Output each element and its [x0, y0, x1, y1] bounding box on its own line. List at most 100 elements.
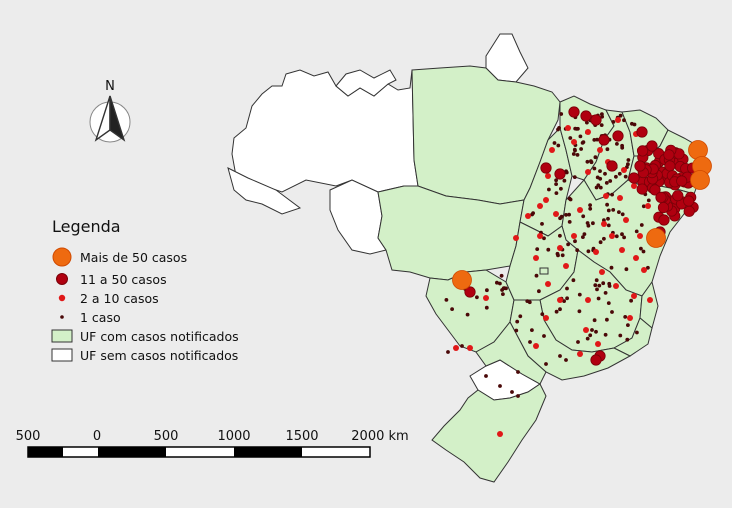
marker-single-case: [641, 204, 646, 209]
marker-single-case: [598, 185, 603, 190]
marker-single-case: [574, 126, 579, 131]
marker-single-case: [603, 291, 608, 295]
marker-11-to-50-cases: [663, 149, 675, 161]
north-arrow-right-half: [109, 95, 126, 142]
marker-single-case: [595, 137, 599, 142]
marker-2-to-10-cases: [597, 147, 603, 153]
marker-2-to-10-cases: [619, 247, 625, 253]
marker-11-to-50-cases: [657, 202, 670, 214]
marker-single-case: [620, 212, 625, 217]
marker-single-case: [557, 126, 561, 130]
marker-11-to-50-cases: [634, 160, 646, 172]
scale-bar-seg-2: [98, 447, 166, 457]
marker-2-to-10-cases: [585, 169, 591, 175]
marker-single-case: [501, 292, 505, 296]
marker-single-case: [599, 123, 604, 127]
marker-11-to-50-cases: [655, 191, 667, 203]
marker-2-to-10-cases: [497, 431, 503, 437]
marker-single-case: [610, 192, 614, 197]
marker-single-case: [558, 216, 562, 221]
marker-single-case: [564, 213, 568, 217]
marker-11-to-50-cases: [676, 175, 688, 187]
marker-single-case: [598, 169, 602, 174]
marker-single-case: [629, 298, 633, 303]
marker-2-to-10-cases: [513, 235, 519, 241]
marker-2-to-10-cases: [483, 295, 489, 301]
marker-2-to-10-cases: [577, 207, 583, 213]
marker-single-case: [565, 286, 569, 291]
marker-single-case: [547, 187, 551, 192]
marker-single-case: [618, 113, 623, 118]
marker-single-case: [514, 328, 519, 333]
marker-single-case: [589, 159, 593, 164]
legend-label-single: 1 caso: [80, 310, 121, 325]
marker-single-case: [498, 384, 502, 388]
marker-single-case: [499, 273, 504, 278]
marker-single-case: [560, 253, 565, 258]
marker-single-case: [572, 147, 577, 152]
marker-single-case: [592, 166, 597, 171]
marker-single-case: [606, 301, 611, 305]
north-arrow: N: [89, 79, 131, 143]
marker-single-case: [535, 247, 540, 252]
state-espirito-santo: [639, 280, 659, 329]
marker-single-case: [592, 138, 597, 142]
marker-2-to-10-cases: [647, 297, 653, 303]
marker-single-case: [515, 319, 520, 324]
marker-single-case: [603, 171, 607, 176]
marker-single-case: [614, 234, 619, 239]
marker-2-to-10-cases: [549, 147, 555, 153]
marker-single-case: [530, 212, 534, 217]
marker-single-case: [639, 223, 644, 227]
marker-single-case: [594, 329, 598, 334]
marker-single-case: [605, 202, 609, 207]
marker-2-to-10-cases: [563, 263, 569, 269]
marker-single-case: [588, 203, 592, 208]
marker-single-case: [567, 212, 571, 217]
marker-single-case: [558, 354, 562, 358]
marker-2-to-10-cases: [631, 183, 637, 189]
marker-single-case: [585, 159, 590, 164]
marker-single-case: [562, 178, 567, 183]
marker-11-to-50-cases: [580, 110, 592, 122]
marker-single-case: [588, 206, 593, 211]
marker-2-to-10-cases: [621, 167, 627, 173]
marker-single-case: [542, 334, 546, 338]
marker-2-to-10-cases: [557, 297, 563, 303]
marker-2-to-10-cases: [545, 281, 551, 287]
marker-single-case: [565, 296, 569, 301]
marker-2-to-10-cases: [609, 233, 615, 239]
marker-single-case: [590, 328, 594, 332]
marker-single-case: [602, 236, 606, 241]
marker-single-case: [623, 315, 628, 319]
marker-single-case: [598, 240, 603, 245]
marker-single-case: [618, 333, 623, 338]
marker-11-to-50-cases: [636, 145, 649, 157]
marker-single-case: [530, 328, 534, 332]
marker-single-case: [601, 281, 606, 286]
marker-single-case: [606, 223, 611, 228]
marker-single-case: [610, 310, 614, 314]
marker-2-to-10-cases: [537, 233, 543, 239]
marker-2-to-10-cases: [545, 173, 551, 179]
marker-single-case: [575, 153, 580, 157]
marker-11-to-50-cases: [464, 286, 476, 298]
marker-single-case: [534, 273, 539, 278]
marker-single-case: [596, 183, 601, 188]
marker-single-case: [622, 118, 626, 123]
legend-label-medium: 11 a 50 casos: [80, 272, 167, 287]
marker-11-to-50-cases: [636, 183, 648, 195]
marker-2-to-10-cases: [525, 213, 531, 219]
marker-11-to-50-cases: [636, 126, 648, 138]
marker-single-case: [554, 182, 558, 187]
marker-single-case: [626, 158, 631, 162]
marker-single-case: [564, 358, 568, 362]
marker-single-case: [485, 288, 489, 293]
marker-single-case: [606, 208, 611, 213]
marker-single-case: [554, 191, 559, 196]
marker-single-case: [646, 198, 651, 203]
marker-single-case: [609, 265, 614, 270]
marker-over-50-cases: [646, 228, 666, 248]
marker-single-case: [591, 221, 595, 226]
legend-box-without-cases: [51, 348, 73, 362]
